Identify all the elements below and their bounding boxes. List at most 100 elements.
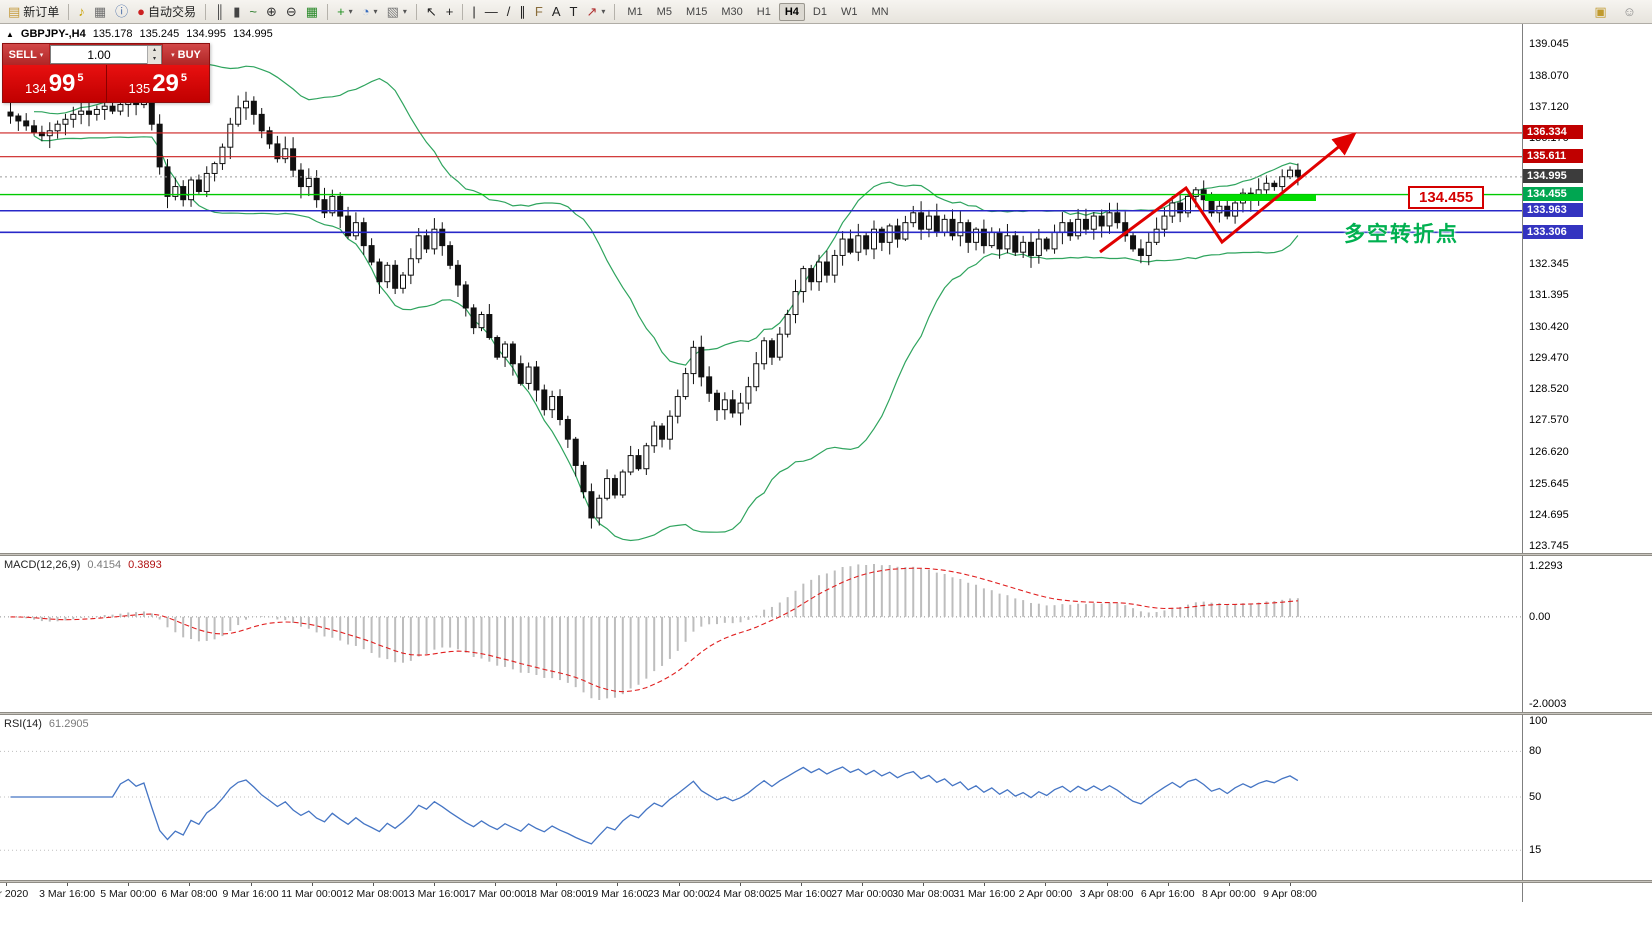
timeframe-m15-button[interactable]: M15	[685, 5, 708, 18]
price-axis[interactable]: 139.045138.070137.120136.170132.345131.3…	[1522, 24, 1652, 902]
chart-candle-type-button[interactable]: ▮	[229, 2, 244, 22]
time-tick	[678, 882, 680, 886]
timeframe-m1-button[interactable]: M1	[627, 5, 643, 18]
equidistant-channel-icon: ∥	[519, 4, 526, 19]
dropdown-arrow-icon[interactable]: ▾	[601, 7, 606, 16]
megaphone-icon: ♪	[78, 4, 85, 19]
time-tick-label: 25 Mar 16:00	[769, 888, 832, 900]
chart-line-type-button[interactable]: ~	[245, 2, 261, 22]
arrows-button[interactable]: ↗ ▾	[582, 2, 609, 22]
buy-price-point: 5	[180, 71, 188, 84]
collapse-trade-panel-icon[interactable]: ▲	[6, 29, 14, 39]
sell-dropdown-icon[interactable]: ▾	[39, 51, 44, 59]
sell-price-button[interactable]: 134 99 5	[3, 65, 107, 102]
fibonacci-button[interactable]: F	[531, 2, 547, 22]
volume-input[interactable]: 1.00	[87, 47, 111, 62]
time-tick-label: 3 Apr 08:00	[1079, 888, 1134, 900]
panel-splitter[interactable]	[0, 880, 1652, 883]
about-button[interactable]: ⓘ	[111, 2, 132, 22]
timeframe-w1-button[interactable]: W1	[840, 5, 858, 18]
time-tick-label: 6 Apr 16:00	[1140, 888, 1195, 900]
buy-price-button[interactable]: 135 29 5	[107, 65, 210, 102]
dropdown-arrow-icon[interactable]: ▾	[402, 7, 407, 16]
buy-button[interactable]: ▾ BUY	[163, 44, 209, 65]
timeframe-h1-button[interactable]: H1	[756, 5, 771, 18]
time-axis[interactable]: Mar 2020 3 Mar 16:00 5 Mar 00:00 6 Mar 08:0…	[0, 882, 1522, 904]
timeframe-h4-button[interactable]: H4	[778, 2, 805, 21]
panel-splitter[interactable]	[0, 712, 1652, 715]
trendline-button[interactable]: /	[503, 2, 515, 22]
dropdown-arrow-icon[interactable]: ▾	[348, 7, 353, 16]
panel-splitter[interactable]	[0, 553, 1652, 556]
tile-windows-button[interactable]: ▦	[302, 2, 322, 22]
sell-button[interactable]: SELL ▾	[3, 44, 49, 65]
new-order-button[interactable]: ▤ 新订单	[4, 2, 63, 22]
buy-button-label: BUY	[177, 48, 201, 61]
time-tick-label: 9 Apr 08:00	[1263, 888, 1317, 900]
arrow-objects-icon: ↗	[586, 4, 598, 19]
time-tick	[67, 882, 69, 886]
time-tick	[739, 882, 741, 886]
zoom-in-button[interactable]: ⊕	[262, 2, 281, 22]
volume-up-icon[interactable]: ▴	[152, 46, 156, 53]
printer-icon: ▦	[93, 4, 107, 19]
macd-axis-label: 1.2293	[1529, 560, 1563, 572]
dropdown-arrow-icon[interactable]: ▾	[373, 7, 378, 16]
vertical-line-button[interactable]: |	[468, 2, 479, 22]
macd-panel[interactable]	[0, 556, 1522, 712]
main-toolbar: ▤ 新订单 ♪ ▦ ⓘ ● 自动交易 ║ ▮ ~ ⊕ ⊖ ▦ + ▾ ◔ ▾ ▧ ▾ ↖ + | — / ∥ F A T ↗ ▾ M1 M5 M…	[0, 0, 1652, 24]
templates-button[interactable]: ▧ ▾	[383, 2, 411, 22]
price-tag: 135.611	[1523, 149, 1583, 164]
price-tick-label: 125.645	[1529, 477, 1569, 490]
one-click-trading-panel: SELL ▾ 1.00 ▴ ▾ ▾ BUY 134 99 5 135 29 5	[2, 43, 210, 103]
print-button[interactable]: ▦	[90, 2, 110, 22]
new-chart-button[interactable]: + ▾	[333, 2, 357, 22]
rsi-name: RSI(14)	[4, 718, 42, 730]
support-zone-bar[interactable]	[1205, 195, 1316, 201]
channel-button[interactable]: ∥	[515, 2, 530, 22]
crosshair-button[interactable]: +	[442, 2, 458, 22]
line-chart-icon: ~	[249, 4, 257, 19]
time-tick-label: 8 Apr 00:00	[1201, 888, 1256, 900]
chart-template-icon: ▧	[386, 4, 399, 19]
time-tick	[189, 882, 191, 886]
price-tick-label: 132.345	[1529, 257, 1569, 270]
macd-indicator-label: MACD(12,26,9) 0.4154 0.3893	[4, 559, 162, 571]
periods-button[interactable]: ◔ ▾	[358, 2, 382, 22]
chart-bar-type-button[interactable]: ║	[211, 2, 228, 22]
time-tick	[6, 882, 7, 886]
auto-trading-button[interactable]: ● 自动交易	[133, 2, 200, 22]
time-tick	[311, 882, 313, 886]
zoom-out-button[interactable]: ⊖	[282, 2, 301, 22]
sell-price-prefix: 134	[24, 80, 47, 96]
text-icon: A	[551, 4, 561, 19]
toolbar-separator	[327, 3, 329, 20]
community-button[interactable]: ☺	[1619, 2, 1640, 22]
main-price-chart[interactable]	[0, 24, 1522, 553]
chat-button[interactable]: ▣	[1590, 2, 1610, 22]
timeframe-m30-button[interactable]: M30	[721, 5, 743, 18]
text-button[interactable]: A	[548, 2, 565, 22]
time-tick-label: 13 Mar 16:00	[403, 888, 465, 900]
time-tick	[1106, 882, 1108, 886]
trend-arrow[interactable]	[1099, 132, 1357, 254]
buy-dropdown-icon[interactable]: ▾	[171, 51, 175, 59]
macd-histogram	[17, 564, 1299, 700]
time-tick-label: 9 Mar 16:00	[222, 888, 279, 900]
timeframe-m5-button[interactable]: M5	[656, 5, 672, 18]
volume-down-icon[interactable]: ▾	[152, 55, 156, 62]
label-button[interactable]: T	[566, 2, 582, 22]
timeframe-d1-button[interactable]: D1	[812, 5, 827, 18]
toolbar-right-group: ▣ ☺	[1590, 2, 1648, 22]
cursor-button[interactable]: ↖	[422, 2, 441, 22]
horizontal-line-button[interactable]: —	[481, 2, 502, 22]
price-tick-label: 126.620	[1529, 445, 1569, 458]
alerts-button[interactable]: ♪	[74, 2, 89, 22]
turning-point-label[interactable]: 多空转折点	[1344, 223, 1459, 246]
time-tick-label: Mar 2020	[0, 888, 29, 900]
rsi-panel[interactable]	[0, 715, 1522, 880]
sell-button-label: SELL	[8, 48, 37, 61]
price-callout-label[interactable]: 134.455	[1408, 186, 1485, 209]
price-tick-label: 129.470	[1529, 352, 1569, 365]
timeframe-mn-button[interactable]: MN	[871, 5, 889, 18]
